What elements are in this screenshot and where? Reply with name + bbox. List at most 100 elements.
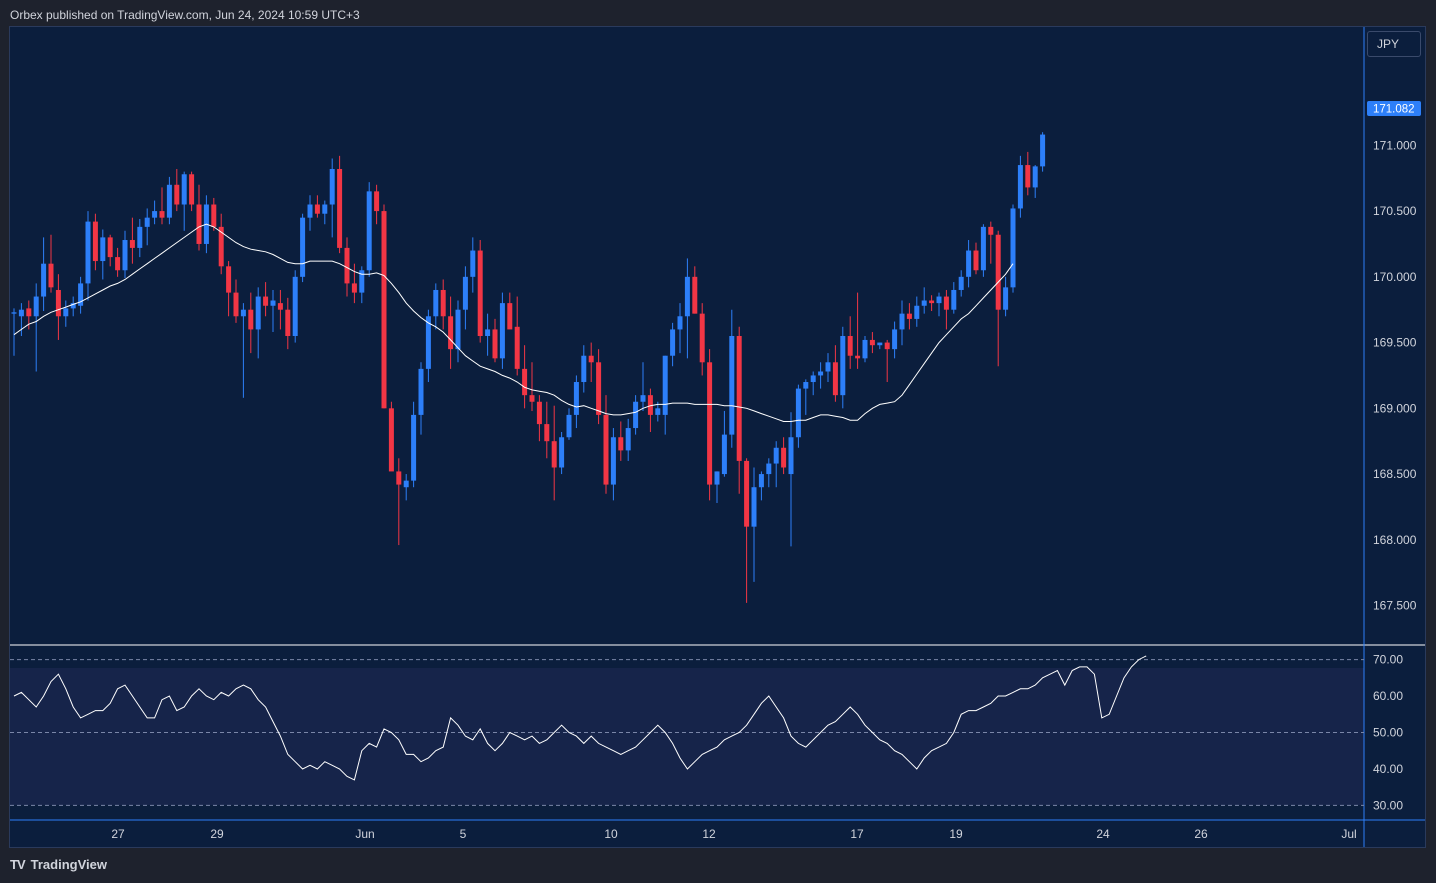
candle xyxy=(492,318,498,363)
candle-body xyxy=(70,303,76,309)
candle xyxy=(588,342,594,383)
candle-body xyxy=(684,276,690,317)
publisher-attribution: Orbex published on TradingView.com, Jun … xyxy=(10,8,360,22)
candle xyxy=(322,200,328,225)
candle xyxy=(144,208,150,246)
candle xyxy=(166,176,172,225)
candle-body xyxy=(137,226,143,248)
moving-average-line xyxy=(13,223,1014,422)
oscillator-tick-label: 70.00 xyxy=(1373,653,1403,667)
time-axis: 27 29 Jun 5 10 12 17 19 24 26 Jul xyxy=(111,827,1356,841)
candle xyxy=(958,270,964,297)
candle-body xyxy=(618,437,624,451)
candle-body xyxy=(566,414,572,438)
candle-body xyxy=(980,226,986,271)
candle-body xyxy=(1010,208,1016,288)
candle-body xyxy=(936,296,942,304)
candle-body xyxy=(877,342,883,346)
candle xyxy=(359,266,365,304)
candle-body xyxy=(507,303,513,330)
candle xyxy=(314,195,320,218)
last-price-label: 171.082 xyxy=(1373,104,1415,116)
candle xyxy=(240,303,246,398)
candle-body xyxy=(781,447,787,468)
candle-body xyxy=(26,308,32,317)
candle-body xyxy=(470,250,476,277)
candle-body xyxy=(788,437,794,475)
candle xyxy=(684,258,690,359)
candle xyxy=(951,282,957,314)
candle xyxy=(477,240,483,343)
candle xyxy=(921,287,927,314)
candle xyxy=(536,395,542,442)
candle xyxy=(721,410,727,477)
candle xyxy=(137,218,143,258)
price-tick-label: 170.500 xyxy=(1373,204,1417,218)
candle-body xyxy=(721,434,727,475)
candle-body xyxy=(403,480,409,488)
candle-body xyxy=(115,257,121,271)
candle-body xyxy=(33,296,39,317)
candle xyxy=(810,371,816,396)
moving-average-layer xyxy=(13,223,1014,422)
candle-body xyxy=(300,217,306,277)
candle-body xyxy=(122,240,128,271)
candle-body xyxy=(943,296,949,310)
candle-body xyxy=(100,237,106,262)
candle xyxy=(448,296,454,369)
candle-body xyxy=(166,184,172,218)
candle xyxy=(285,297,291,350)
candle-body xyxy=(973,250,979,271)
time-tick-label: 19 xyxy=(949,827,963,841)
candle-body xyxy=(633,401,639,429)
candle xyxy=(344,237,350,297)
candle-body xyxy=(462,276,468,310)
candle-body xyxy=(847,336,853,356)
candle-body xyxy=(551,441,557,468)
candle xyxy=(440,279,446,330)
oscillator-tick-label: 40.00 xyxy=(1373,762,1403,776)
candle xyxy=(603,395,609,494)
candle-body xyxy=(773,447,779,464)
oscillator-line xyxy=(13,655,1147,781)
currency-button[interactable]: JPY xyxy=(1367,31,1421,57)
time-tick-label: Jun xyxy=(355,827,374,841)
candle-body xyxy=(921,300,927,306)
candle xyxy=(233,279,239,323)
candle-body xyxy=(351,283,357,293)
candle xyxy=(936,292,942,317)
candle-body xyxy=(536,401,542,425)
candle xyxy=(351,263,357,304)
candle xyxy=(248,292,254,354)
price-tick-label: 170.000 xyxy=(1373,270,1417,284)
candle-body xyxy=(322,204,328,214)
candle-body xyxy=(448,316,454,350)
candle-body xyxy=(655,408,661,415)
candle-body xyxy=(603,414,609,485)
candle-body xyxy=(522,368,528,396)
candle xyxy=(11,308,17,356)
candle-body xyxy=(869,339,875,346)
candle-body xyxy=(995,234,1001,310)
candle xyxy=(55,274,61,340)
candle xyxy=(751,467,757,582)
candle-body xyxy=(396,471,402,485)
time-tick-label: 26 xyxy=(1194,827,1208,841)
oscillator-layer xyxy=(10,655,1364,806)
candle xyxy=(129,217,135,264)
candle xyxy=(255,287,261,359)
candle-body xyxy=(218,226,224,267)
time-tick-label: 24 xyxy=(1096,827,1110,841)
price-tick-label: 169.500 xyxy=(1373,336,1417,350)
candle xyxy=(196,184,202,251)
candle-body xyxy=(307,204,313,218)
candle-body xyxy=(1025,165,1031,188)
candle xyxy=(633,395,639,435)
candle xyxy=(847,316,853,369)
candle-body xyxy=(758,474,764,488)
candle-body xyxy=(344,247,350,284)
candle-body xyxy=(433,289,439,317)
candle xyxy=(329,158,335,238)
candle-body xyxy=(455,309,461,350)
